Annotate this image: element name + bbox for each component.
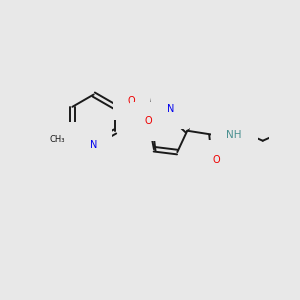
Text: O: O <box>213 155 220 165</box>
Text: N: N <box>167 104 175 114</box>
Text: O: O <box>144 116 152 127</box>
Text: O: O <box>128 96 135 106</box>
Text: N: N <box>90 140 98 150</box>
Text: NH: NH <box>226 130 242 140</box>
Text: CH₃: CH₃ <box>50 135 65 144</box>
